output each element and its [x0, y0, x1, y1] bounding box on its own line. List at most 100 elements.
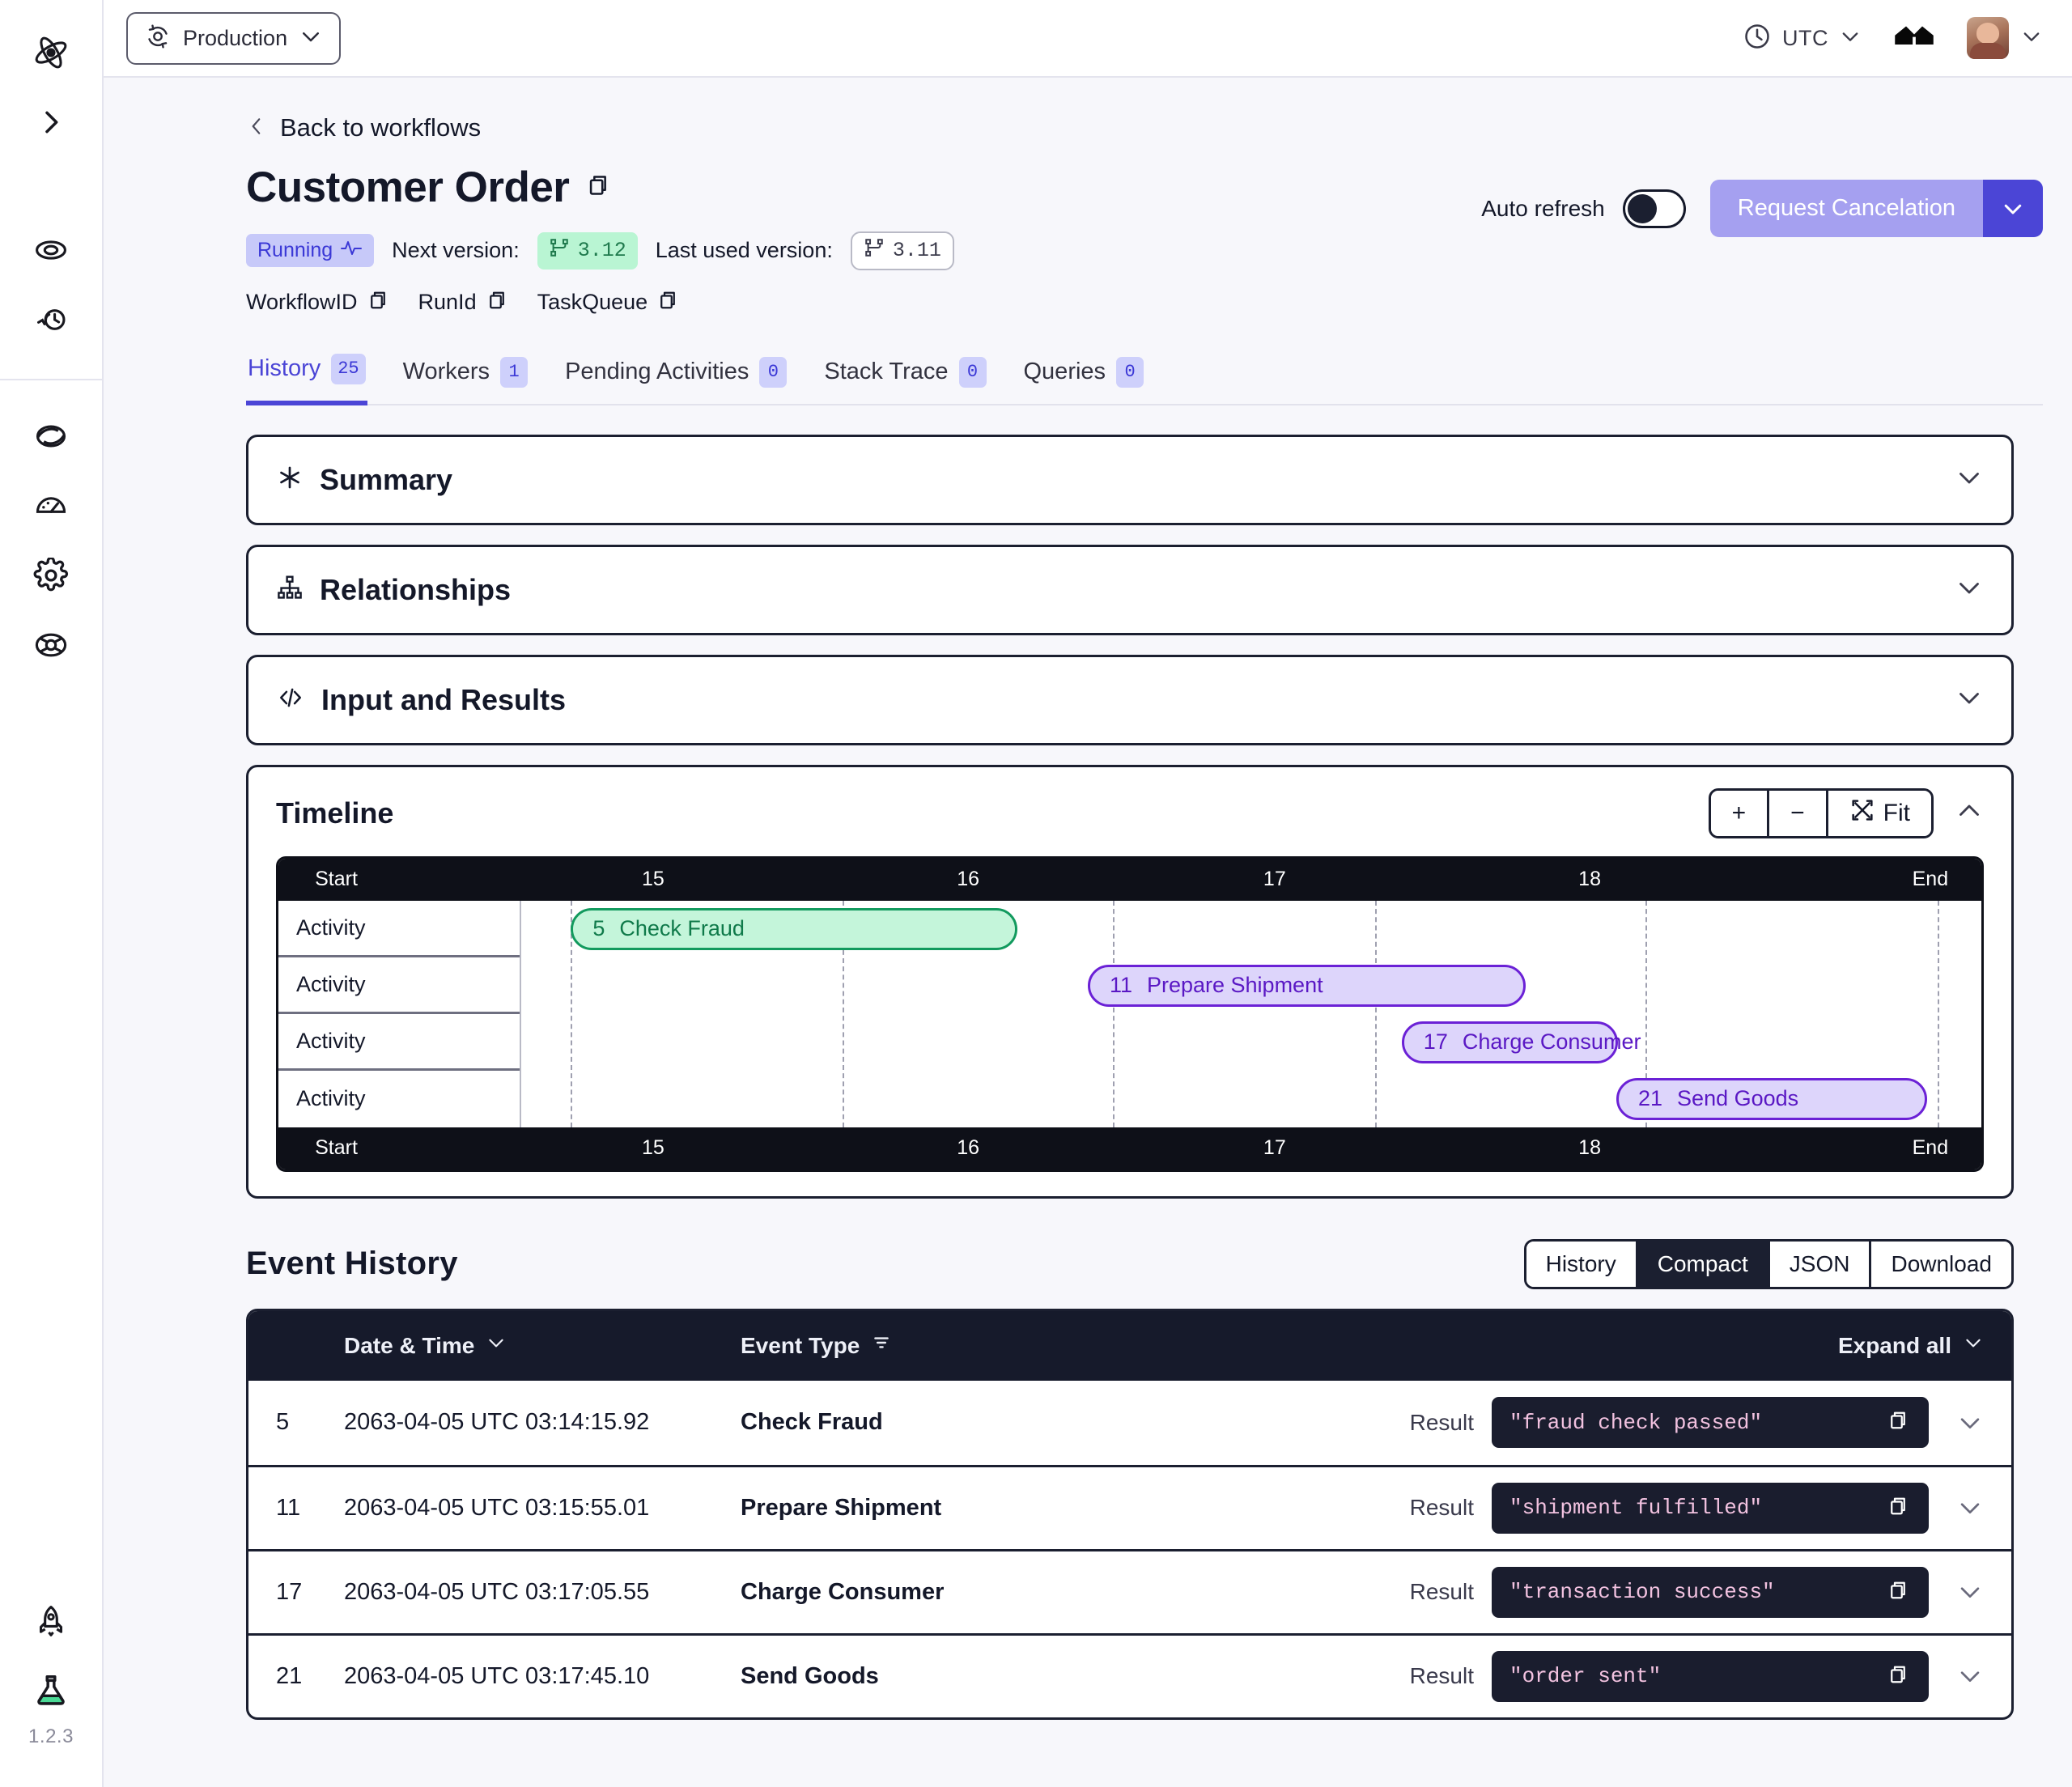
glasses-icon[interactable] — [1894, 23, 1934, 54]
workflow-title-row: Customer Order — [246, 165, 1481, 210]
copy-icon[interactable] — [1887, 1662, 1911, 1691]
event-type: Prepare Shipment — [741, 1494, 942, 1521]
tab-stack-trace[interactable]: Stack Trace 0 — [822, 352, 987, 404]
expand-all-button[interactable]: Expand all — [1838, 1332, 1984, 1359]
copy-icon[interactable] — [1887, 1578, 1911, 1607]
back-label: Back to workflows — [280, 113, 482, 142]
settings-gear-icon[interactable] — [16, 541, 86, 610]
view-history-button[interactable]: History — [1526, 1241, 1638, 1287]
event-id: 17 — [276, 1578, 303, 1605]
table-row[interactable]: 11 2063-04-05 UTC 03:15:55.01 Prepare Ship… — [248, 1464, 2011, 1549]
row-expand-chevron-icon[interactable] — [1956, 1409, 1984, 1437]
support-lifebuoy-icon[interactable] — [16, 610, 86, 680]
copy-icon — [486, 288, 510, 316]
metrics-icon[interactable] — [16, 471, 86, 541]
summary-accordion[interactable]: Summary — [246, 434, 2014, 525]
gantt-gridline — [1112, 900, 1115, 1127]
task-queue-label: TaskQueue — [537, 289, 648, 314]
chevron-down-icon — [1955, 463, 1984, 496]
table-row[interactable]: 5 2063-04-05 UTC 03:14:15.92 Check Fraud Re… — [248, 1381, 2011, 1465]
tab-history[interactable]: History 25 — [246, 349, 367, 405]
axis-tick: 17 — [1263, 868, 1286, 891]
content: Back to workflows Customer Order — [104, 78, 2072, 1787]
chevron-down-icon — [1955, 573, 1984, 606]
gantt-bar[interactable]: 21 Send Goods — [1616, 1077, 1928, 1120]
asterisk-icon — [276, 464, 304, 495]
timezone-selector[interactable]: UTC — [1743, 22, 1862, 55]
column-date-time[interactable]: Date & Time — [344, 1332, 741, 1359]
event-datetime: 2063-04-05 UTC 03:17:05.55 — [344, 1578, 650, 1605]
zoom-out-button[interactable]: − — [1769, 790, 1828, 836]
tab-workers[interactable]: Workers 1 — [401, 352, 529, 404]
sidebar: 1.2.3 — [0, 0, 104, 1787]
gantt-bar[interactable]: 17 Charge Consumer — [1401, 1021, 1641, 1063]
copy-icon — [656, 288, 681, 316]
auto-refresh-toggle[interactable] — [1622, 189, 1686, 228]
copy-workflow-id[interactable]: WorkflowID — [246, 288, 391, 316]
back-to-workflows-link[interactable]: Back to workflows — [133, 78, 2043, 142]
gantt-row-label: Activity — [278, 957, 520, 1014]
chevron-down-icon — [1839, 25, 1862, 52]
copy-title-icon[interactable] — [585, 172, 613, 203]
gantt-axis-top: Start 15 16 17 18 End — [278, 858, 1981, 901]
copy-icon[interactable] — [1887, 1408, 1911, 1437]
row-expand-chevron-icon[interactable] — [1956, 1662, 1984, 1690]
row-expand-chevron-icon[interactable] — [1956, 1494, 1984, 1522]
namespaces-icon[interactable] — [16, 401, 86, 471]
tab-pending-activities[interactable]: Pending Activities 0 — [563, 352, 788, 404]
table-row[interactable]: 21 2063-04-05 UTC 03:17:45.10 Send Goods Re… — [248, 1632, 2011, 1717]
gantt-gridline — [571, 900, 573, 1127]
workflow-header-left: Customer Order Running — [246, 165, 1481, 316]
input-results-accordion[interactable]: Input and Results — [246, 654, 2014, 745]
main-area: Production UTC — [104, 0, 2072, 1787]
gantt-row-labels: Activity Activity Activity Activity — [278, 900, 521, 1127]
column-event-type[interactable]: Event Type — [741, 1332, 1838, 1359]
copy-icon[interactable] — [1887, 1494, 1911, 1522]
event-id: 5 — [276, 1409, 290, 1436]
copy-run-id[interactable]: RunId — [418, 288, 510, 316]
chevron-down-icon — [1963, 1332, 1984, 1359]
fit-button[interactable]: Fit — [1828, 790, 1931, 836]
timezone-label: UTC — [1782, 25, 1828, 50]
view-compact-button[interactable]: Compact — [1637, 1241, 1770, 1287]
accordion-cards: Summary — [246, 434, 2014, 745]
gantt-bar[interactable]: 11 Prepare Shipment — [1087, 964, 1526, 1007]
user-menu[interactable] — [1967, 17, 2043, 59]
workflow-id-row: WorkflowID RunId — [246, 288, 1481, 316]
deployments-rocket-icon[interactable] — [16, 1586, 86, 1656]
view-json-button[interactable]: JSON — [1769, 1241, 1872, 1287]
timeline-zoom-group: + − — [1708, 787, 1934, 838]
gantt-gridline — [1937, 900, 1939, 1127]
relationships-accordion[interactable]: Relationships — [246, 544, 2014, 635]
labs-flask-icon[interactable] — [16, 1656, 86, 1725]
last-version-badge[interactable]: 3.11 — [850, 231, 954, 270]
tab-queries[interactable]: Queries 0 — [1022, 352, 1146, 404]
timeline-card: Timeline + − — [246, 764, 2014, 1199]
card-label: Relationships — [320, 572, 512, 606]
gantt-gridline — [842, 900, 844, 1127]
axis-tick: End — [1912, 868, 1949, 891]
event-history-title: Event History — [246, 1246, 458, 1282]
schedules-icon[interactable] — [16, 285, 86, 354]
fit-label: Fit — [1883, 799, 1910, 826]
table-row[interactable]: 17 2063-04-05 UTC 03:17:05.55 Charge Consu… — [248, 1548, 2011, 1633]
axis-tick: 18 — [1578, 868, 1601, 891]
namespace-selector[interactable]: Production — [126, 11, 342, 65]
gantt-body: Activity Activity Activity Activity 5 Check … — [278, 900, 1981, 1127]
event-id: 21 — [276, 1662, 303, 1689]
timeline-collapse-chevron-icon[interactable] — [1955, 796, 1984, 830]
result-chip: "order sent" — [1492, 1650, 1929, 1702]
zoom-in-button[interactable]: + — [1710, 790, 1770, 836]
event-result-cell: Result "fraud check passed" — [1410, 1397, 1984, 1449]
download-button[interactable]: Download — [1871, 1241, 2011, 1287]
expand-nav-icon[interactable] — [16, 87, 86, 157]
request-cancelation-button[interactable]: Request Cancelation — [1709, 180, 1983, 237]
result-value: "shipment fulfilled" — [1509, 1496, 1763, 1521]
workflows-icon[interactable] — [16, 215, 86, 285]
temporal-logo-icon[interactable] — [16, 18, 86, 87]
row-expand-chevron-icon[interactable] — [1956, 1578, 1984, 1606]
copy-task-queue[interactable]: TaskQueue — [537, 288, 681, 316]
gantt-bar[interactable]: 5 Check Fraud — [571, 907, 1018, 950]
event-result-cell: Result "transaction success" — [1410, 1566, 1984, 1618]
request-cancelation-dropdown[interactable] — [1983, 180, 2043, 237]
